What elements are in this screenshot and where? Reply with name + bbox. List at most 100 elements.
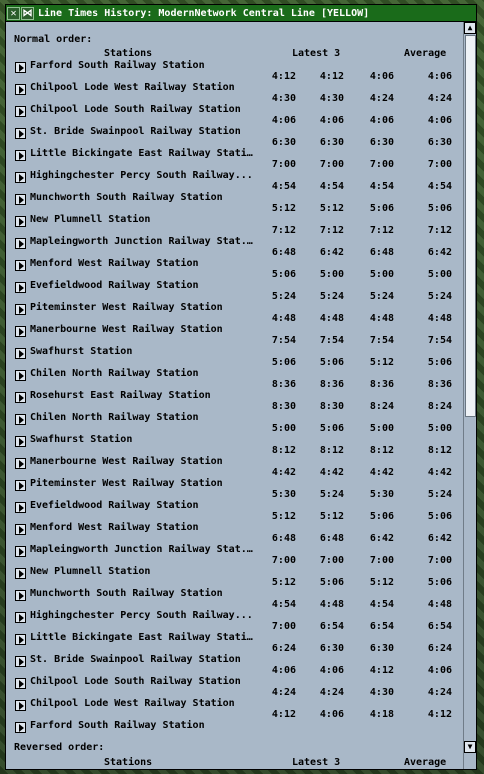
station-row[interactable]: New Plumnell Station bbox=[6, 212, 464, 234]
expand-arrow-icon[interactable] bbox=[15, 150, 26, 161]
station-row[interactable]: Manerbourne West Railway Station bbox=[6, 454, 464, 476]
expand-arrow-icon[interactable] bbox=[15, 238, 26, 249]
station-row[interactable]: Chilpool Lode West Railway Station bbox=[6, 80, 464, 102]
resize-handle[interactable] bbox=[464, 755, 476, 769]
expand-arrow-icon[interactable] bbox=[15, 656, 26, 667]
latest-time-1: 5:30 bbox=[271, 489, 296, 500]
expand-arrow-icon[interactable] bbox=[15, 370, 26, 381]
average-time: 7:54 bbox=[427, 335, 452, 346]
station-row[interactable]: Munchworth South Railway Station bbox=[6, 586, 464, 608]
expand-arrow-icon[interactable] bbox=[15, 392, 26, 403]
expand-arrow-icon[interactable] bbox=[15, 172, 26, 183]
station-row[interactable]: Manerbourne West Railway Station bbox=[6, 322, 464, 344]
station-row[interactable]: Evefieldwood Railway Station bbox=[6, 278, 464, 300]
time-row: 4:24 4:24 4:30 4:24 bbox=[6, 687, 464, 709]
window-titlebar[interactable]: ✕ ⋈ Line Times History: ModernNetwork Ce… bbox=[6, 5, 476, 22]
station-row[interactable]: Farford South Railway Station bbox=[6, 58, 464, 80]
expand-arrow-icon[interactable] bbox=[15, 128, 26, 139]
expand-arrow-icon[interactable] bbox=[15, 282, 26, 293]
station-row[interactable]: Chilen North Railway Station bbox=[6, 366, 464, 388]
scroll-up-icon[interactable]: ▲ bbox=[464, 22, 476, 34]
scrollbar-thumb[interactable] bbox=[465, 35, 476, 417]
latest-time-1: 6:24 bbox=[271, 643, 296, 654]
station-row[interactable]: Rosehurst East Railway Station bbox=[6, 388, 464, 410]
pin-icon[interactable]: ⋈ bbox=[21, 6, 34, 20]
station-row[interactable]: Chilpool Lode South Railway Station bbox=[6, 674, 464, 696]
expand-arrow-icon[interactable] bbox=[15, 722, 26, 733]
expand-arrow-icon[interactable] bbox=[15, 502, 26, 513]
expand-arrow-icon[interactable] bbox=[15, 546, 26, 557]
expand-arrow-icon[interactable] bbox=[15, 458, 26, 469]
station-row[interactable]: Chilpool Lode South Railway Station bbox=[6, 102, 464, 124]
latest-time-3: 8:12 bbox=[369, 445, 394, 456]
expand-arrow-icon[interactable] bbox=[15, 436, 26, 447]
expand-arrow-icon[interactable] bbox=[15, 634, 26, 645]
station-row[interactable]: Menford West Railway Station bbox=[6, 520, 464, 542]
station-row[interactable]: Evefieldwood Railway Station bbox=[6, 498, 464, 520]
average-time: 5:06 bbox=[427, 511, 452, 522]
station-row[interactable]: Munchworth South Railway Station bbox=[6, 190, 464, 212]
average-time: 7:00 bbox=[427, 555, 452, 566]
latest-time-2: 5:06 bbox=[319, 577, 344, 588]
expand-arrow-icon[interactable] bbox=[15, 84, 26, 95]
expand-arrow-icon[interactable] bbox=[15, 612, 26, 623]
latest-time-3: 5:06 bbox=[369, 511, 394, 522]
expand-arrow-icon[interactable] bbox=[15, 194, 26, 205]
station-row[interactable]: St. Bride Swainpool Railway Station bbox=[6, 652, 464, 674]
expand-arrow-icon[interactable] bbox=[15, 568, 26, 579]
expand-arrow-icon[interactable] bbox=[15, 414, 26, 425]
times-list: Normal order: Stations Latest 3 Average … bbox=[6, 22, 464, 769]
station-row[interactable]: Farford South Railway Station bbox=[6, 718, 464, 740]
station-row[interactable]: Chilen North Railway Station bbox=[6, 410, 464, 432]
expand-arrow-icon[interactable] bbox=[15, 260, 26, 271]
station-row[interactable]: New Plumnell Station bbox=[6, 564, 464, 586]
vertical-scrollbar[interactable]: ▲ ▼ bbox=[463, 22, 476, 769]
expand-arrow-icon[interactable] bbox=[15, 326, 26, 337]
station-row[interactable]: Piteminster West Railway Station bbox=[6, 476, 464, 498]
station-row[interactable]: Highingchester Percy South Railway... bbox=[6, 168, 464, 190]
average-time: 8:36 bbox=[427, 379, 452, 390]
station-row[interactable]: Swafhurst Station bbox=[6, 344, 464, 366]
stations-header: Stations bbox=[104, 48, 153, 59]
latest-time-3: 7:12 bbox=[369, 225, 394, 236]
scroll-down-icon[interactable]: ▼ bbox=[464, 741, 476, 753]
station-row[interactable]: Little Bickingate East Railway Statio... bbox=[6, 630, 464, 652]
expand-arrow-icon[interactable] bbox=[15, 700, 26, 711]
expand-arrow-icon[interactable] bbox=[15, 106, 26, 117]
station-row[interactable]: Menford West Railway Station bbox=[6, 256, 464, 278]
average-time: 4:48 bbox=[427, 599, 452, 610]
average-time: 4:06 bbox=[427, 665, 452, 676]
latest-time-1: 5:24 bbox=[271, 291, 296, 302]
stations-header-reversed: Stations bbox=[104, 757, 153, 768]
expand-arrow-icon[interactable] bbox=[15, 348, 26, 359]
latest-time-2: 4:30 bbox=[319, 93, 344, 104]
latest-time-2: 5:12 bbox=[319, 203, 344, 214]
station-row[interactable]: Mapleingworth Junction Railway Stat... bbox=[6, 234, 464, 256]
expand-arrow-icon[interactable] bbox=[15, 590, 26, 601]
latest-time-3: 4:54 bbox=[369, 599, 394, 610]
latest-time-2: 5:00 bbox=[319, 269, 344, 280]
time-row: 6:24 6:30 6:30 6:24 bbox=[6, 643, 464, 665]
expand-arrow-icon[interactable] bbox=[15, 62, 26, 73]
station-row[interactable]: St. Bride Swainpool Railway Station bbox=[6, 124, 464, 146]
latest-time-1: 4:24 bbox=[271, 687, 296, 698]
station-row[interactable]: Highingchester Percy South Railway... bbox=[6, 608, 464, 630]
station-row[interactable]: Piteminster West Railway Station bbox=[6, 300, 464, 322]
station-row[interactable]: Chilpool Lode West Railway Station bbox=[6, 696, 464, 718]
station-row[interactable]: Mapleingworth Junction Railway Stat... bbox=[6, 542, 464, 564]
expand-arrow-icon[interactable] bbox=[15, 304, 26, 315]
close-icon[interactable]: ✕ bbox=[7, 6, 20, 20]
expand-arrow-icon[interactable] bbox=[15, 524, 26, 535]
latest-time-3: 5:00 bbox=[369, 423, 394, 434]
expand-arrow-icon[interactable] bbox=[15, 216, 26, 227]
average-time: 8:24 bbox=[427, 401, 452, 412]
expand-arrow-icon[interactable] bbox=[15, 678, 26, 689]
latest-time-2: 5:24 bbox=[319, 489, 344, 500]
latest-time-2: 8:36 bbox=[319, 379, 344, 390]
station-row[interactable]: Little Bickingate East Railway Statio... bbox=[6, 146, 464, 168]
latest-time-1: 7:12 bbox=[271, 225, 296, 236]
expand-arrow-icon[interactable] bbox=[15, 480, 26, 491]
latest-time-2: 5:12 bbox=[319, 511, 344, 522]
station-row[interactable]: Swafhurst Station bbox=[6, 432, 464, 454]
average-time: 5:24 bbox=[427, 291, 452, 302]
